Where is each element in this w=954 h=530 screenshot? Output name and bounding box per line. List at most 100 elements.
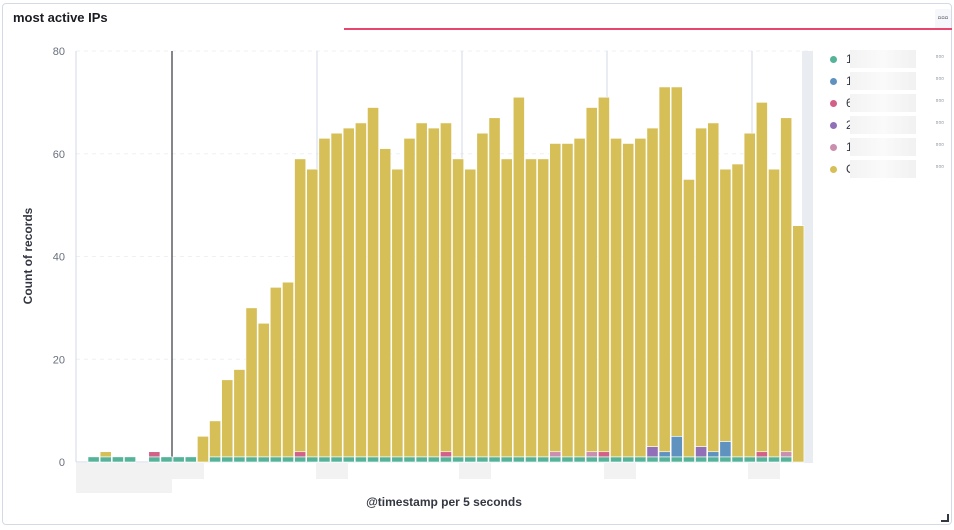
legend-item[interactable]: 1 ▫▫▫ — [830, 70, 946, 92]
bar — [695, 446, 707, 458]
bar — [610, 138, 622, 458]
scrollbar-track — [802, 51, 813, 462]
bar — [318, 138, 331, 458]
legend-color-dot — [830, 55, 837, 63]
bar — [415, 122, 428, 458]
bar — [537, 456, 550, 463]
legend-color-dot — [830, 143, 837, 151]
bar — [622, 143, 635, 458]
bar — [537, 158, 550, 458]
bar — [306, 456, 319, 463]
bar — [561, 456, 574, 463]
y-tick-label: 0 — [59, 457, 65, 469]
bar — [622, 456, 635, 463]
legend-label: 1 — [846, 140, 916, 154]
bar — [330, 456, 343, 463]
bar — [282, 456, 294, 463]
bar — [561, 143, 574, 458]
legend-label-redacted — [850, 160, 916, 178]
bar — [367, 456, 379, 463]
bar — [160, 456, 173, 463]
bar — [646, 446, 659, 458]
bar — [452, 456, 464, 463]
legend-options-icon[interactable]: ▫▫▫ — [935, 52, 944, 61]
legend-options-icon[interactable]: ▫▫▫ — [935, 96, 944, 105]
bar — [743, 132, 756, 458]
legend-item[interactable]: 6 ▫▫▫ — [830, 92, 946, 114]
legend-color-dot — [830, 121, 837, 129]
bar — [427, 456, 440, 463]
bar — [342, 127, 355, 458]
bar — [670, 436, 683, 458]
resize-handle-icon[interactable] — [941, 514, 949, 522]
bar — [112, 456, 124, 463]
bar — [354, 122, 367, 458]
legend-options-icon[interactable]: ▫▫▫ — [935, 74, 944, 83]
x-tick-label-redacted — [604, 463, 636, 479]
bar — [683, 179, 695, 458]
bar — [573, 138, 586, 458]
legend-label-redacted — [850, 72, 916, 90]
bar — [549, 143, 562, 453]
y-tick-label: 80 — [53, 46, 65, 58]
bar — [646, 127, 659, 447]
bar — [731, 163, 744, 458]
bar — [792, 225, 805, 463]
bar — [610, 456, 622, 463]
bar — [342, 456, 355, 463]
bar — [597, 456, 610, 463]
bar — [585, 107, 598, 453]
bar — [209, 456, 221, 463]
bar — [707, 451, 720, 458]
bar — [634, 138, 647, 458]
bar — [391, 456, 404, 463]
bar — [683, 456, 695, 463]
bar — [269, 456, 282, 463]
bar — [755, 451, 768, 458]
bar — [403, 138, 416, 458]
x-tick-label-redacted — [172, 463, 204, 479]
bar — [464, 168, 477, 458]
bar — [379, 148, 392, 458]
bar — [440, 456, 452, 463]
bar — [403, 456, 416, 463]
legend-options-icon[interactable]: ▫▫▫ — [935, 140, 944, 149]
bar — [549, 451, 562, 458]
y-tick-label: 60 — [53, 149, 65, 161]
bar — [427, 127, 440, 458]
bar — [658, 86, 671, 453]
chart-legend: 1▫▫▫1▫▫▫6▫▫▫2▫▫▫1▫▫▫O▫▫▫ — [830, 48, 946, 180]
legend-item[interactable]: 1 ▫▫▫ — [830, 48, 946, 70]
legend-item[interactable]: O▫▫▫ — [830, 158, 946, 180]
bar — [585, 456, 598, 463]
bar — [670, 456, 683, 463]
x-tick-label-redacted — [316, 463, 348, 479]
bar — [452, 158, 464, 458]
legend-options-icon[interactable]: ▫▫▫ — [935, 162, 944, 171]
bar — [780, 451, 793, 458]
legend-options-icon[interactable]: ▫▫▫ — [935, 118, 944, 127]
bar — [707, 456, 720, 463]
bar — [743, 456, 756, 463]
bar — [209, 420, 221, 458]
bar — [172, 456, 185, 463]
legend-item[interactable]: 1 ▫▫▫ — [830, 136, 946, 158]
bar — [464, 456, 477, 463]
bar — [99, 456, 112, 463]
bar — [768, 456, 780, 463]
options-icon[interactable]: ▫▫▫ — [935, 9, 951, 29]
legend-item[interactable]: 2 ▫▫▫ — [830, 114, 946, 136]
legend-label: 1 — [846, 74, 916, 88]
bar — [573, 456, 586, 463]
bar — [318, 456, 331, 463]
legend-color-dot — [830, 99, 837, 107]
bar — [197, 436, 209, 463]
x-tick-label-redacted — [459, 463, 491, 479]
bar — [233, 456, 246, 463]
bar — [731, 456, 744, 463]
legend-label: 1 — [846, 52, 916, 66]
bar — [476, 456, 489, 463]
x-tick-label-redacted — [748, 463, 780, 479]
bar — [512, 96, 525, 458]
